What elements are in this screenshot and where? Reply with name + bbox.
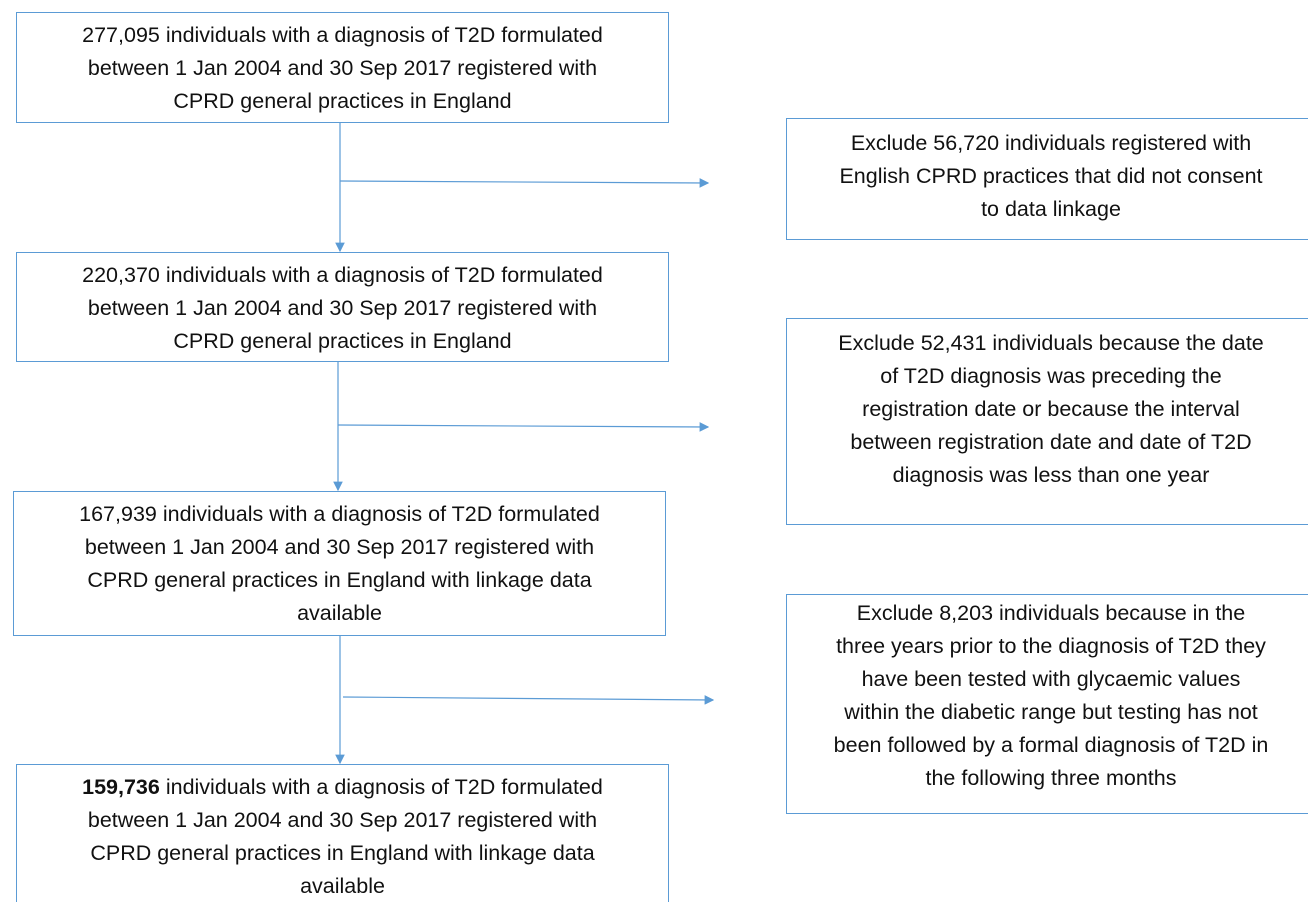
node: 220,370 individuals with a diagnosis of … bbox=[16, 252, 669, 362]
line-text: within the diabetic range but testing ha… bbox=[844, 700, 1258, 724]
line-text: 167,939 individuals with a diagnosis of … bbox=[79, 502, 600, 526]
text-line: 167,939 individuals with a diagnosis of … bbox=[14, 498, 665, 531]
line-text: to data linkage bbox=[981, 197, 1121, 221]
exclusion: Exclude 8,203 individuals because in the… bbox=[786, 594, 1308, 814]
text-line: within the diabetic range but testing ha… bbox=[787, 696, 1308, 729]
text-line: 220,370 individuals with a diagnosis of … bbox=[17, 259, 668, 292]
arrow bbox=[342, 695, 715, 705]
line-text: between 1 Jan 2004 and 30 Sep 2017 regis… bbox=[84, 535, 595, 559]
line-text: 277,095 individuals with a diagnosis of … bbox=[82, 23, 603, 47]
text-line: available bbox=[17, 870, 668, 902]
line-text: been followed by a formal diagnosis of T… bbox=[833, 733, 1269, 757]
line-text: Exclude 56,720 individuals registered wi… bbox=[850, 131, 1252, 155]
line-text: Exclude 52,431 individuals because the d… bbox=[838, 331, 1264, 355]
count: 159,736 bbox=[82, 775, 160, 799]
text-line: CPRD general practices in England with l… bbox=[17, 837, 668, 870]
exclusion: Exclude 52,431 individuals because the d… bbox=[786, 318, 1308, 525]
node: 277,095 individuals with a diagnosis of … bbox=[16, 12, 669, 123]
line-text: CPRD general practices in England with l… bbox=[90, 841, 595, 865]
text-line: between 1 Jan 2004 and 30 Sep 2017 regis… bbox=[17, 804, 668, 837]
text-line: between 1 Jan 2004 and 30 Sep 2017 regis… bbox=[17, 52, 668, 85]
text-line: three years prior to the diagnosis of T2… bbox=[787, 630, 1308, 663]
node: 167,939 individuals with a diagnosis of … bbox=[13, 491, 666, 636]
text-line: the following three months bbox=[787, 762, 1308, 795]
exclusion: Exclude 56,720 individuals registered wi… bbox=[786, 118, 1308, 240]
text-line: been followed by a formal diagnosis of T… bbox=[787, 729, 1308, 762]
text-line: between registration date and date of T2… bbox=[787, 426, 1308, 459]
text-line: Exclude 8,203 individuals because in the bbox=[787, 597, 1308, 630]
line-text: CPRD general practices in England with l… bbox=[87, 568, 592, 592]
text-line: to data linkage bbox=[787, 193, 1308, 226]
line-text: the following three months bbox=[925, 766, 1177, 790]
text-line: between 1 Jan 2004 and 30 Sep 2017 regis… bbox=[14, 531, 665, 564]
line-text: between 1 Jan 2004 and 30 Sep 2017 regis… bbox=[87, 808, 598, 832]
line-text: English CPRD practices that did not cons… bbox=[839, 164, 1263, 188]
text-line: Exclude 56,720 individuals registered wi… bbox=[787, 127, 1308, 160]
line-text: individuals with a diagnosis of T2D form… bbox=[165, 775, 603, 799]
line-text: between registration date and date of T2… bbox=[850, 430, 1252, 454]
line-text: diagnosis was less than one year bbox=[892, 463, 1210, 487]
line-text: between 1 Jan 2004 and 30 Sep 2017 regis… bbox=[87, 56, 598, 80]
line-text: CPRD general practices in England bbox=[173, 329, 512, 353]
line-text: Exclude 8,203 individuals because in the bbox=[856, 601, 1246, 625]
line-text: available bbox=[297, 601, 382, 625]
line-text: of T2D diagnosis was preceding the bbox=[880, 364, 1222, 388]
line-text: three years prior to the diagnosis of T2… bbox=[836, 634, 1266, 658]
text-line: between 1 Jan 2004 and 30 Sep 2017 regis… bbox=[17, 292, 668, 325]
line-text: available bbox=[300, 874, 385, 898]
arrow bbox=[339, 178, 710, 188]
line-text: CPRD general practices in England bbox=[173, 89, 512, 113]
text-line: CPRD general practices in England bbox=[17, 325, 668, 358]
text-line: 159,736 individuals with a diagnosis of T… bbox=[17, 771, 668, 804]
text-line: CPRD general practices in England with l… bbox=[14, 564, 665, 597]
line-text: have been tested with glycaemic values bbox=[861, 667, 1241, 691]
line-text: between 1 Jan 2004 and 30 Sep 2017 regis… bbox=[87, 296, 598, 320]
text-line: have been tested with glycaemic values bbox=[787, 663, 1308, 696]
text-line: 277,095 individuals with a diagnosis of … bbox=[17, 19, 668, 52]
text-line: CPRD general practices in England bbox=[17, 85, 668, 118]
text-line: Exclude 52,431 individuals because the d… bbox=[787, 327, 1308, 360]
text-line: English CPRD practices that did not cons… bbox=[787, 160, 1308, 193]
text-line: diagnosis was less than one year bbox=[787, 459, 1308, 492]
arrow bbox=[337, 422, 710, 432]
line-text: 220,370 individuals with a diagnosis of … bbox=[82, 263, 603, 287]
node: 159,736 individuals with a diagnosis of T… bbox=[16, 764, 669, 902]
text-line: registration date or because the interva… bbox=[787, 393, 1308, 426]
line-text: registration date or because the interva… bbox=[862, 397, 1240, 421]
text-line: of T2D diagnosis was preceding the bbox=[787, 360, 1308, 393]
text-line: available bbox=[14, 597, 665, 630]
